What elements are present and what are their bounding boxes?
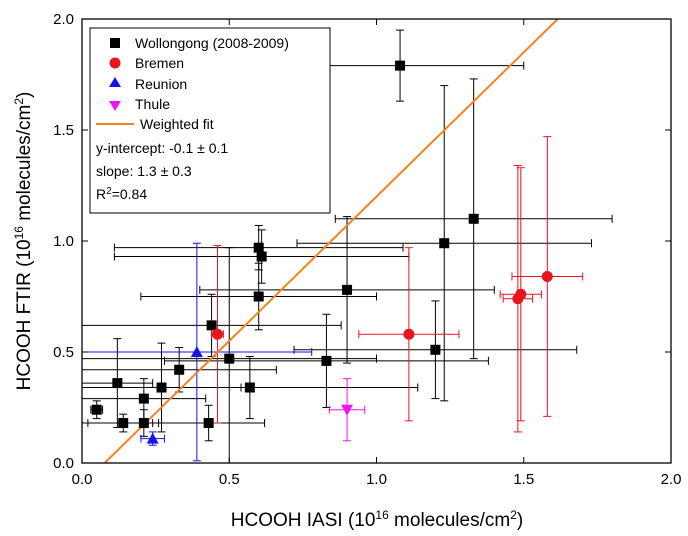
y-tick-label: 0.5: [53, 344, 74, 361]
data-point-reunion: [190, 346, 203, 357]
r2-annotation: R2=0.84: [96, 186, 147, 203]
data-point-reunion: [146, 432, 159, 444]
y-axis-title: HCOOH FTIR (1016 molecules/cm2): [12, 92, 35, 391]
data-point-wollongong: [253, 242, 264, 253]
legend-marker-reunion: [109, 77, 121, 87]
legend-label-fit: Weighted fit: [140, 116, 214, 132]
data-point-wollongong: [224, 353, 235, 364]
legend-marker-bremen: [109, 57, 121, 69]
data-point-wollongong: [321, 355, 332, 366]
axis-ticks: 0.0 0.5 1.0 1.5 2.0 0.0 0.5 1.0 1.5 2.0: [53, 11, 681, 488]
data-point-bremen: [403, 328, 415, 340]
legend-label-bremen: Bremen: [135, 55, 184, 71]
data-point-wollongong: [439, 238, 450, 249]
intercept-annotation: y-intercept: -0.1 ± 0.1: [96, 140, 228, 156]
data-point-wollongong: [174, 364, 185, 375]
slope-annotation: slope: 1.3 ± 0.3: [96, 163, 192, 179]
data-point-wollongong: [342, 284, 353, 295]
data-point-wollongong: [138, 418, 149, 429]
legend-label-wollongong: Wollongong (2008-2009): [135, 35, 289, 51]
data-point-wollongong: [244, 382, 255, 393]
x-tick-label: 0.0: [72, 471, 93, 488]
data-layer: [82, 19, 613, 463]
data-point-wollongong: [430, 344, 441, 355]
data-point-wollongong: [156, 382, 167, 393]
y-axis-title-sup1: 16: [12, 226, 26, 240]
data-point-wollongong: [395, 60, 406, 71]
y-axis-title-main: HCOOH FTIR (10: [14, 239, 35, 390]
y-tick-label: 1.0: [53, 233, 74, 250]
y-tick-label: 2.0: [53, 11, 74, 28]
x-tick-label: 2.0: [661, 471, 682, 488]
legend-marker-wollongong: [110, 38, 120, 48]
data-point-bremen: [541, 271, 553, 283]
data-point-thule: [341, 404, 354, 416]
data-point-wollongong: [138, 393, 149, 404]
legend-marker-thule: [109, 101, 121, 111]
x-axis-title-end: ): [517, 510, 523, 531]
data-point-wollongong: [206, 320, 217, 331]
y-axis-title-sup2: 2: [12, 98, 26, 105]
data-point-bremen: [515, 288, 527, 300]
y-tick-label: 1.5: [53, 122, 74, 139]
r2-sup: 2: [106, 186, 112, 197]
data-point-wollongong: [256, 251, 267, 262]
r2-value: =0.84: [112, 186, 148, 202]
y-axis-title-end: ): [14, 92, 35, 98]
x-axis-title: HCOOH IASI (1016 molecules/cm2): [231, 508, 523, 531]
x-tick-label: 1.5: [513, 471, 534, 488]
legend-label-reunion: Reunion: [135, 76, 187, 92]
r2-label: R: [96, 186, 106, 202]
data-point-wollongong: [253, 291, 264, 302]
x-tick-label: 1.0: [366, 471, 387, 488]
x-tick-label: 0.5: [219, 471, 240, 488]
y-axis-title-mid: molecules/cm: [14, 105, 35, 226]
x-axis-title-sup2: 2: [510, 508, 517, 522]
weighted-fit-line: [103, 19, 559, 463]
x-axis-title-main: HCOOH IASI (10: [231, 510, 376, 531]
x-axis-title-sup1: 16: [375, 508, 389, 522]
data-point-wollongong: [468, 213, 479, 224]
x-axis-title-mid: molecules/cm: [389, 510, 510, 531]
data-point-bremen: [211, 328, 223, 340]
legend-box: [89, 27, 331, 214]
data-point-wollongong: [91, 404, 102, 415]
y-tick-label: 0.0: [53, 455, 74, 472]
data-point-wollongong: [118, 418, 129, 429]
data-point-wollongong: [112, 378, 123, 389]
legend-label-thule: Thule: [135, 96, 170, 112]
legend: Wollongong (2008-2009) Bremen Reunion Th…: [89, 27, 331, 214]
data-point-wollongong: [203, 418, 214, 429]
